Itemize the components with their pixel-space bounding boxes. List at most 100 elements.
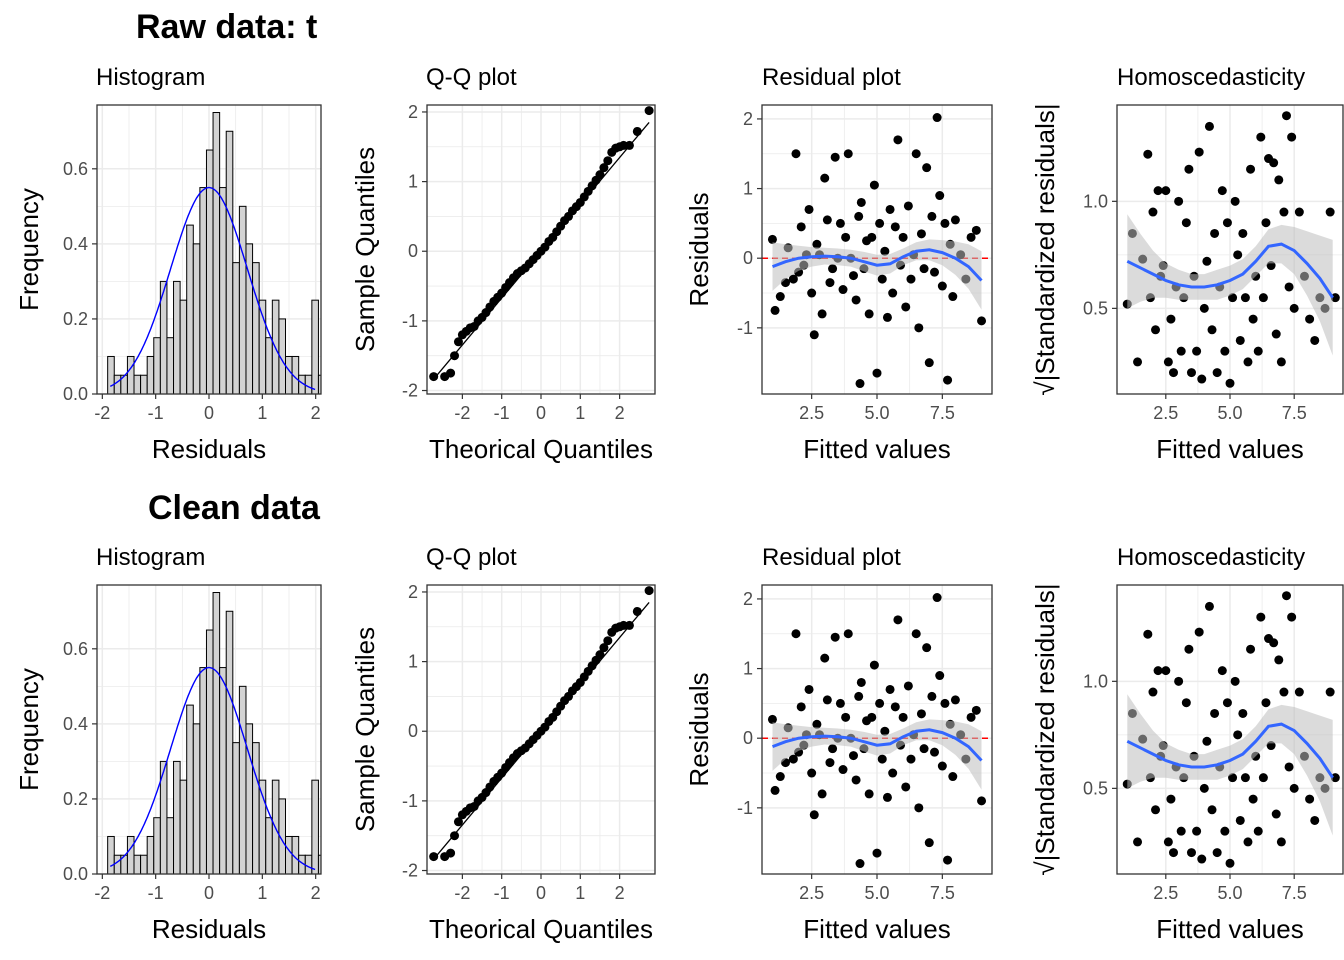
scatter-point xyxy=(903,681,913,691)
histogram-bar xyxy=(107,355,115,394)
qq-point xyxy=(453,817,463,827)
scatter-point xyxy=(1289,783,1299,793)
y-axis-label: √|Standardized residuals| xyxy=(1030,103,1060,395)
plot-area xyxy=(429,106,654,382)
y-tick-label: 2 xyxy=(743,589,753,609)
y-tick-label: 0.6 xyxy=(63,159,88,179)
x-tick-label: 0 xyxy=(536,883,546,903)
scatter-point xyxy=(869,660,879,670)
confidence-ribbon xyxy=(1127,214,1333,356)
scatter-point xyxy=(1310,815,1320,825)
y-tick-label: -1 xyxy=(737,798,753,818)
histogram-bar xyxy=(252,742,260,874)
histogram-bar xyxy=(265,337,273,394)
scatter-point xyxy=(1186,368,1196,378)
row-title-raw: Raw data: t xyxy=(136,8,318,46)
scatter-point xyxy=(971,225,981,235)
scatter-point xyxy=(869,180,879,190)
x-tick-label: 5.0 xyxy=(864,883,889,903)
histogram-bar xyxy=(311,299,319,394)
x-axis-label: Fitted values xyxy=(803,914,950,944)
y-tick-label: 1 xyxy=(743,659,753,679)
scatter-point xyxy=(1279,687,1289,697)
scatter-point xyxy=(872,848,882,858)
qq-point xyxy=(603,156,613,166)
scatter-point xyxy=(841,232,851,242)
scatter-point xyxy=(807,288,817,298)
y-axis-label: Residuals xyxy=(684,192,714,306)
scatter-point xyxy=(807,768,817,778)
scatter-point xyxy=(1220,346,1230,356)
row-title-clean: Clean data xyxy=(148,489,320,527)
scatter-point xyxy=(1210,708,1220,718)
scatter-point xyxy=(1305,314,1315,324)
scatter-point xyxy=(1166,794,1176,804)
panel-title: Q-Q plot xyxy=(426,544,517,571)
x-axis-label: Theorical Quantiles xyxy=(429,434,653,464)
scatter-point xyxy=(930,267,939,277)
scatter-point xyxy=(966,712,976,722)
scatter-point xyxy=(1261,218,1271,228)
scatter-point xyxy=(1235,335,1245,345)
qq-point xyxy=(644,106,654,116)
histogram-bar xyxy=(225,610,234,874)
y-tick-label: 2 xyxy=(408,102,418,122)
histogram-bar xyxy=(219,667,227,874)
scatter-point xyxy=(841,712,851,722)
scatter-point xyxy=(930,747,939,757)
x-axis-label: Residuals xyxy=(152,434,266,464)
scatter-point xyxy=(1194,627,1204,637)
histogram-bar xyxy=(205,149,214,394)
scatter-point xyxy=(911,149,921,159)
y-tick-label: 0.6 xyxy=(63,639,88,659)
scatter-point xyxy=(820,653,830,663)
scatter-point xyxy=(828,744,838,754)
scatter-point xyxy=(1243,837,1253,847)
scatter-point xyxy=(927,691,937,701)
y-axis-label: Frequency xyxy=(14,668,44,791)
histogram-bar xyxy=(199,667,207,874)
x-axis-label: Fitted values xyxy=(803,434,950,464)
scatter-point xyxy=(1143,149,1153,159)
scatter-point xyxy=(1225,378,1235,388)
histogram-bar xyxy=(153,817,161,874)
scatter-point xyxy=(890,702,900,712)
scatter-point xyxy=(1240,773,1250,783)
scatter-point xyxy=(775,292,785,302)
panel-title: Homoscedasticity xyxy=(1117,544,1305,571)
x-tick-label: 2 xyxy=(615,403,625,423)
scatter-point xyxy=(1248,314,1258,324)
scatter-point xyxy=(1233,730,1243,740)
histogram-bar xyxy=(186,224,194,394)
qq-panel-row1: -2 -1 0 1 2 -2 -1 0 1 2 Q-Q plot Theorical Quantile… xyxy=(350,64,656,464)
x-tick-label: -1 xyxy=(494,403,510,423)
histogram-bar xyxy=(179,779,188,874)
scatter-point xyxy=(977,316,987,326)
x-tick-label: -1 xyxy=(148,883,164,903)
smooth-line xyxy=(1126,722,1334,779)
scatter-point xyxy=(885,684,895,694)
scatter-point xyxy=(1330,293,1340,303)
histogram-bar xyxy=(285,835,293,874)
scatter-point xyxy=(1258,293,1268,303)
x-tick-label: -1 xyxy=(148,403,164,423)
scatter-point xyxy=(875,698,885,708)
x-tick-label: 1 xyxy=(257,883,267,903)
qq-point xyxy=(446,848,456,858)
scatter-point xyxy=(1256,132,1266,142)
scatter-point xyxy=(788,274,798,284)
x-tick-label: -2 xyxy=(94,403,110,423)
qq-point xyxy=(644,586,654,596)
smooth-line xyxy=(771,728,983,762)
x-tick-label: 0 xyxy=(204,403,214,423)
scatter-point xyxy=(1222,218,1232,228)
scatter-point xyxy=(830,632,840,642)
smooth-line xyxy=(1126,242,1334,299)
histogram-bar xyxy=(133,374,142,394)
scatter-point xyxy=(812,719,822,729)
scatter-point xyxy=(875,218,885,228)
scatter-point xyxy=(1330,773,1340,783)
histogram-bar xyxy=(173,280,181,394)
histogram-bar xyxy=(252,262,260,394)
plot-area xyxy=(762,593,992,869)
